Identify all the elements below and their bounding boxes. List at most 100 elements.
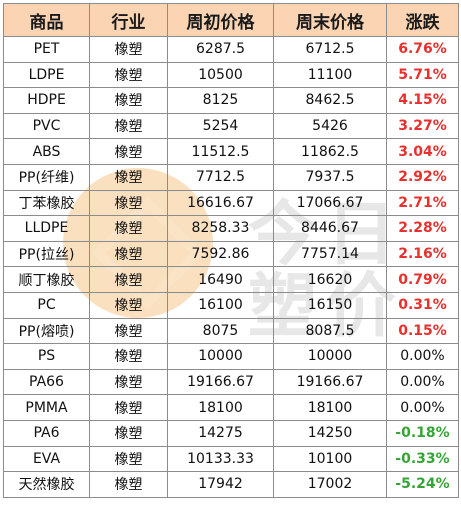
cell-start-price: 16616.67 [167, 189, 274, 217]
cell-change: 5.71% [386, 61, 459, 89]
cell-start-price: 5254 [167, 112, 274, 140]
cell-start-price: 19166.67 [167, 368, 274, 396]
cell-product: ABS [3, 138, 90, 165]
cell-end-price: 19166.67 [273, 368, 387, 396]
cell-end-price: 14250 [273, 419, 387, 447]
cell-product: PVC [3, 112, 90, 140]
cell-industry: 橡塑 [89, 36, 168, 63]
cell-start-price: 7712.5 [167, 163, 274, 191]
table-row: EVA 橡塑 10133.33 10100 -0.33% [3, 445, 459, 473]
cell-end-price: 8462.5 [273, 87, 387, 114]
cell-end-price: 11100 [273, 61, 387, 89]
table-row: LLDPE 橡塑 8258.33 8446.67 2.28% [3, 215, 459, 242]
cell-product: PMMA [3, 394, 90, 421]
cell-product: PP(熔喷) [3, 317, 90, 345]
table-row: PP(拉丝) 橡塑 7592.86 7757.14 2.16% [3, 240, 459, 268]
cell-start-price: 7592.86 [167, 240, 274, 268]
table-header-row: 商品 行业 周初价格 周末价格 涨跌 [3, 3, 459, 37]
header-change: 涨跌 [386, 3, 459, 37]
cell-change: 0.00% [386, 394, 459, 421]
header-industry: 行业 [89, 3, 168, 37]
cell-start-price: 8125 [167, 87, 274, 114]
table-row: HDPE 橡塑 8125 8462.5 4.15% [3, 87, 459, 114]
cell-start-price: 18100 [167, 394, 274, 421]
cell-industry: 橡塑 [89, 317, 168, 345]
cell-start-price: 14275 [167, 419, 274, 447]
cell-change: 2.92% [386, 163, 459, 191]
cell-start-price: 17942 [167, 471, 274, 498]
cell-industry: 橡塑 [89, 445, 168, 473]
cell-change: 6.76% [386, 36, 459, 63]
cell-change: 0.00% [386, 343, 459, 370]
table-row: ABS 橡塑 11512.5 11862.5 3.04% [3, 138, 459, 165]
cell-change: 2.71% [386, 189, 459, 217]
cell-product: HDPE [3, 87, 90, 114]
table-row: 顺丁橡胶 橡塑 16490 16620 0.79% [3, 266, 459, 293]
table-row: PC 橡塑 16100 16150 0.31% [3, 291, 459, 319]
cell-end-price: 16620 [273, 266, 387, 293]
cell-change: 2.16% [386, 240, 459, 268]
cell-start-price: 16100 [167, 291, 274, 319]
cell-industry: 橡塑 [89, 394, 168, 421]
table-row: LDPE 橡塑 10500 11100 5.71% [3, 61, 459, 89]
cell-change: 0.15% [386, 317, 459, 345]
cell-product: 顺丁橡胶 [3, 266, 90, 293]
cell-industry: 橡塑 [89, 61, 168, 89]
cell-product: PP(拉丝) [3, 240, 90, 268]
cell-product: PA66 [3, 368, 90, 396]
header-end-price: 周末价格 [273, 3, 387, 37]
table-row: PP(熔喷) 橡塑 8075 8087.5 0.15% [3, 317, 459, 345]
table-row: PA6 橡塑 14275 14250 -0.18% [3, 419, 459, 447]
table-row: PS 橡塑 10000 10000 0.00% [3, 343, 459, 370]
cell-product: 天然橡胶 [3, 471, 90, 498]
cell-industry: 橡塑 [89, 215, 168, 242]
cell-product: PET [3, 36, 90, 63]
cell-start-price: 10000 [167, 343, 274, 370]
cell-change: 0.79% [386, 266, 459, 293]
cell-industry: 橡塑 [89, 291, 168, 319]
cell-change: 3.04% [386, 138, 459, 165]
cell-product: PA6 [3, 419, 90, 447]
cell-change: 0.31% [386, 291, 459, 319]
cell-industry: 橡塑 [89, 368, 168, 396]
cell-change: 2.28% [386, 215, 459, 242]
cell-product: 丁苯橡胶 [3, 189, 90, 217]
cell-product: LLDPE [3, 215, 90, 242]
cell-end-price: 8446.67 [273, 215, 387, 242]
cell-end-price: 7937.5 [273, 163, 387, 191]
cell-industry: 橡塑 [89, 471, 168, 498]
cell-end-price: 10000 [273, 343, 387, 370]
cell-product: EVA [3, 445, 90, 473]
cell-industry: 橡塑 [89, 266, 168, 293]
cell-industry: 橡塑 [89, 138, 168, 165]
cell-industry: 橡塑 [89, 240, 168, 268]
cell-end-price: 17066.67 [273, 189, 387, 217]
cell-change: 0.00% [386, 368, 459, 396]
cell-start-price: 6287.5 [167, 36, 274, 63]
cell-end-price: 7757.14 [273, 240, 387, 268]
table-row: PP(纤维) 橡塑 7712.5 7937.5 2.92% [3, 163, 459, 191]
cell-end-price: 10100 [273, 445, 387, 473]
cell-industry: 橡塑 [89, 189, 168, 217]
cell-end-price: 16150 [273, 291, 387, 319]
price-table-container: 今日塑价 商品 行业 周初价格 周末价格 涨跌 PET 橡塑 6287.5 6712.… [3, 3, 459, 498]
cell-product: LDPE [3, 61, 90, 89]
table-row: PA66 橡塑 19166.67 19166.67 0.00% [3, 368, 459, 396]
table-row: PMMA 橡塑 18100 18100 0.00% [3, 394, 459, 421]
header-start-price: 周初价格 [167, 3, 274, 37]
cell-industry: 橡塑 [89, 163, 168, 191]
cell-industry: 橡塑 [89, 343, 168, 370]
cell-end-price: 17002 [273, 471, 387, 498]
cell-change: 3.27% [386, 112, 459, 140]
table-row: 天然橡胶 橡塑 17942 17002 -5.24% [3, 471, 459, 498]
table-row: PVC 橡塑 5254 5426 3.27% [3, 112, 459, 140]
cell-industry: 橡塑 [89, 112, 168, 140]
cell-change: 4.15% [386, 87, 459, 114]
table-row: PET 橡塑 6287.5 6712.5 6.76% [3, 36, 459, 63]
header-product: 商品 [3, 3, 90, 37]
cell-end-price: 18100 [273, 394, 387, 421]
cell-start-price: 8258.33 [167, 215, 274, 242]
cell-product: PP(纤维) [3, 163, 90, 191]
cell-change: -0.33% [386, 445, 459, 473]
cell-industry: 橡塑 [89, 419, 168, 447]
